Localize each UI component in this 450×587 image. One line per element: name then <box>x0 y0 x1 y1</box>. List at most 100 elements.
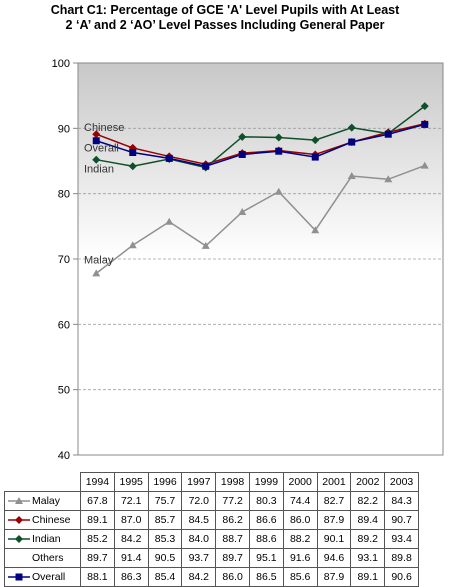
data-label: 90.7 <box>384 510 419 530</box>
data-label: 75.7 <box>147 491 183 511</box>
x-tick-label: 2002 <box>350 472 386 492</box>
data-point-overall <box>311 153 319 161</box>
x-tick-label: 1994 <box>80 472 115 492</box>
data-label: 87.9 <box>316 567 352 587</box>
series-layer <box>92 102 429 277</box>
data-point-malay <box>165 217 174 225</box>
data-label: 88.1 <box>80 567 115 587</box>
data-label: 77.2 <box>215 491 250 511</box>
data-label: 93.1 <box>350 548 386 568</box>
y-tick-label: 50 <box>58 385 70 397</box>
data-label: 89.2 <box>350 529 386 549</box>
data-label: 74.4 <box>282 491 318 511</box>
series-line-chinese <box>95 123 425 166</box>
legend-key-indian <box>8 535 30 544</box>
x-tick-label: 2001 <box>316 472 352 492</box>
legend-key-malay <box>8 497 30 505</box>
table-header-row: 1994 1995 1996 1997 1998 1999 2000 2001 2002 2003 <box>5 472 419 492</box>
table-row-malay: Malay 67.8 72.1 75.7 72.0 77.2 80.3 74.4 82.7 82.… <box>4 491 419 511</box>
series-line-indian <box>96 105 426 169</box>
x-tick-label: 2000 <box>282 472 318 492</box>
y-tick-label: 80 <box>58 189 70 201</box>
legend-key-overall <box>8 573 30 581</box>
data-label: 85.6 <box>282 567 318 587</box>
data-label: 95.1 <box>248 548 284 568</box>
y-tick-label: 100 <box>52 58 70 70</box>
data-point-malay <box>311 226 320 234</box>
data-label: 85.7 <box>147 510 183 530</box>
data-point-overall <box>275 147 283 155</box>
data-point-indian <box>274 133 283 142</box>
data-point-indian <box>92 155 101 164</box>
data-label: 88.6 <box>248 529 284 549</box>
series-label-indian: Indian <box>84 164 114 176</box>
data-label: 87.0 <box>113 510 149 530</box>
legend-entry-chinese: Chinese <box>4 510 81 530</box>
legend-label: Chinese <box>32 514 71 526</box>
table-row-others: Others 89.7 91.4 90.5 93.7 89.7 95.1 91.6 94.6 93… <box>4 548 419 568</box>
data-label: 93.4 <box>384 529 419 549</box>
data-point-indian <box>420 102 429 111</box>
series-overall <box>92 120 429 170</box>
series-malay <box>92 161 429 277</box>
data-point-overall <box>129 149 137 157</box>
data-label: 90.1 <box>316 529 352 549</box>
data-label: 89.8 <box>384 548 419 568</box>
data-label: 88.7 <box>215 529 250 549</box>
data-label: 89.4 <box>350 510 386 530</box>
data-point-malay <box>201 241 210 249</box>
data-point-malay <box>92 269 101 277</box>
y-axis-ticks: 40 50 60 70 80 90 100 <box>52 58 78 462</box>
data-point-overall <box>165 154 173 162</box>
legend-entry-others: Others <box>4 548 81 568</box>
x-tick-label: 1997 <box>181 472 217 492</box>
data-label: 84.3 <box>384 491 419 511</box>
x-tick-label: 2003 <box>384 472 419 492</box>
data-label: 85.3 <box>147 529 183 549</box>
data-label: 80.3 <box>248 491 284 511</box>
data-point-overall <box>92 137 100 145</box>
x-tick-label: 1995 <box>113 472 149 492</box>
series-line-malay <box>95 164 426 274</box>
legend-key-chinese <box>8 516 30 525</box>
data-point-overall <box>348 138 356 146</box>
chart-title-line-2: 2 ‘A’ and 2 ‘AO’ Level Passes Including … <box>65 18 385 32</box>
data-label: 90.6 <box>384 567 419 587</box>
data-point-malay <box>384 175 393 183</box>
legend-entry-indian: Indian <box>4 529 81 549</box>
legend-entry-overall: Overall <box>4 567 81 587</box>
data-point-indian <box>347 123 356 132</box>
data-label: 91.6 <box>282 548 318 568</box>
series-labels: Malay Chinese Indian Overall <box>84 122 124 266</box>
data-point-malay <box>238 207 247 215</box>
gridlines <box>78 127 443 391</box>
x-tick-label: 1999 <box>248 472 284 492</box>
data-label: 84.0 <box>181 529 217 549</box>
data-label: 84.2 <box>181 567 217 587</box>
legend-entry-malay: Malay <box>4 491 81 511</box>
data-point-malay <box>420 161 429 169</box>
table-row-overall: Overall 88.1 86.3 85.4 84.2 86.0 86.5 85.6 87.9 8… <box>4 567 419 587</box>
series-label-overall: Overall <box>84 143 119 155</box>
data-point-malay <box>347 172 356 180</box>
line-chart: 40 50 60 70 80 90 100 Malay Chinese Indian Overal… <box>52 58 444 462</box>
data-point-overall <box>238 150 246 158</box>
data-label: 85.2 <box>80 529 115 549</box>
y-tick-label: 70 <box>58 254 70 266</box>
series-label-chinese: Chinese <box>84 122 124 134</box>
y-tick-label: 90 <box>58 123 70 135</box>
data-label: 86.2 <box>215 510 250 530</box>
data-label: 72.0 <box>181 491 217 511</box>
data-label: 84.2 <box>113 529 149 549</box>
data-point-overall <box>202 162 210 170</box>
data-label: 87.9 <box>316 510 352 530</box>
table-row-chinese: Chinese 89.1 87.0 85.7 84.5 86.2 86.6 86.0 87.9 8… <box>4 510 419 530</box>
data-label: 89.7 <box>215 548 250 568</box>
data-label: 86.5 <box>248 567 284 587</box>
y-tick-label: 60 <box>58 319 70 331</box>
data-label: 94.6 <box>316 548 352 568</box>
data-table: 1994 1995 1996 1997 1998 1999 2000 2001 2002 2003… <box>4 472 419 587</box>
data-label: 86.0 <box>282 510 318 530</box>
data-label: 89.7 <box>80 548 115 568</box>
data-point-overall <box>421 120 429 128</box>
